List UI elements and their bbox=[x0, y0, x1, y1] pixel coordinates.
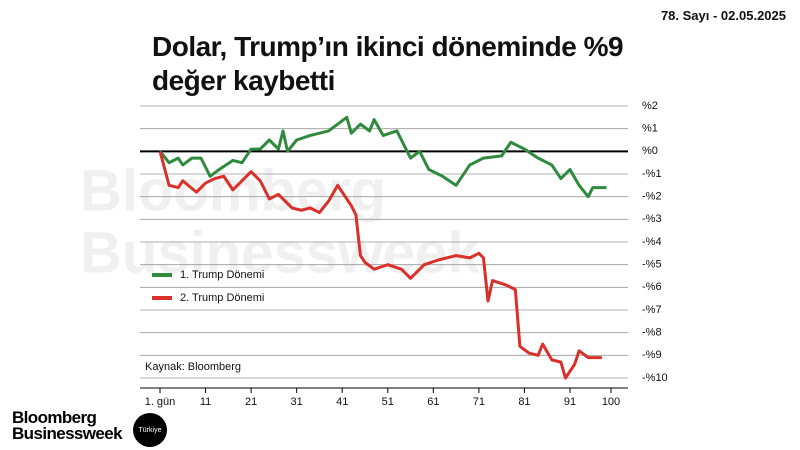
x-tick-label: 81 bbox=[518, 396, 530, 408]
x-tick-label: 71 bbox=[473, 396, 485, 408]
y-tick-label: -%2 bbox=[642, 191, 662, 203]
y-tick-label: -%1 bbox=[642, 168, 662, 180]
x-tick-label: 21 bbox=[245, 396, 257, 408]
y-tick-label: -%9 bbox=[642, 349, 662, 361]
y-tick-label: %0 bbox=[642, 145, 658, 157]
y-tick-label: -%5 bbox=[642, 259, 662, 271]
x-tick-label: 1. gün bbox=[145, 396, 176, 408]
x-tick-label: 51 bbox=[382, 396, 394, 408]
chart-title: Dolar, Trump’ın ikinci döneminde %9 değe… bbox=[152, 31, 624, 96]
issue-date: 78. Sayı - 02.05.2025 bbox=[660, 8, 786, 23]
y-tick-label: -%8 bbox=[642, 327, 662, 339]
x-tick-label: 61 bbox=[427, 396, 439, 408]
y-tick-label: -%7 bbox=[642, 304, 662, 316]
legend-label: 1. Trump Dönemi bbox=[180, 269, 264, 281]
line-series bbox=[158, 150, 602, 380]
legend-label: 2. Trump Dönemi bbox=[180, 292, 264, 304]
watermark: Businessweek bbox=[80, 220, 481, 285]
y-tick-label: -%6 bbox=[642, 281, 662, 293]
y-tick-label: %1 bbox=[642, 123, 658, 135]
x-tick-label: 100 bbox=[602, 396, 620, 408]
logo-badge: Türkiye bbox=[133, 413, 167, 447]
x-tick-label: 41 bbox=[336, 396, 348, 408]
x-tick-label: 31 bbox=[291, 396, 303, 408]
y-tick-label: -%3 bbox=[642, 213, 662, 225]
line-series bbox=[158, 115, 607, 199]
y-tick-label: %2 bbox=[642, 100, 658, 112]
logo: Bloomberg Businessweek bbox=[12, 408, 123, 443]
y-tick-label: -%4 bbox=[642, 236, 662, 248]
source: Kaynak: Bloomberg bbox=[145, 361, 241, 373]
x-tick-label: 91 bbox=[564, 396, 576, 408]
y-tick-label: -%10 bbox=[642, 372, 668, 384]
x-tick-label: 11 bbox=[200, 396, 211, 408]
